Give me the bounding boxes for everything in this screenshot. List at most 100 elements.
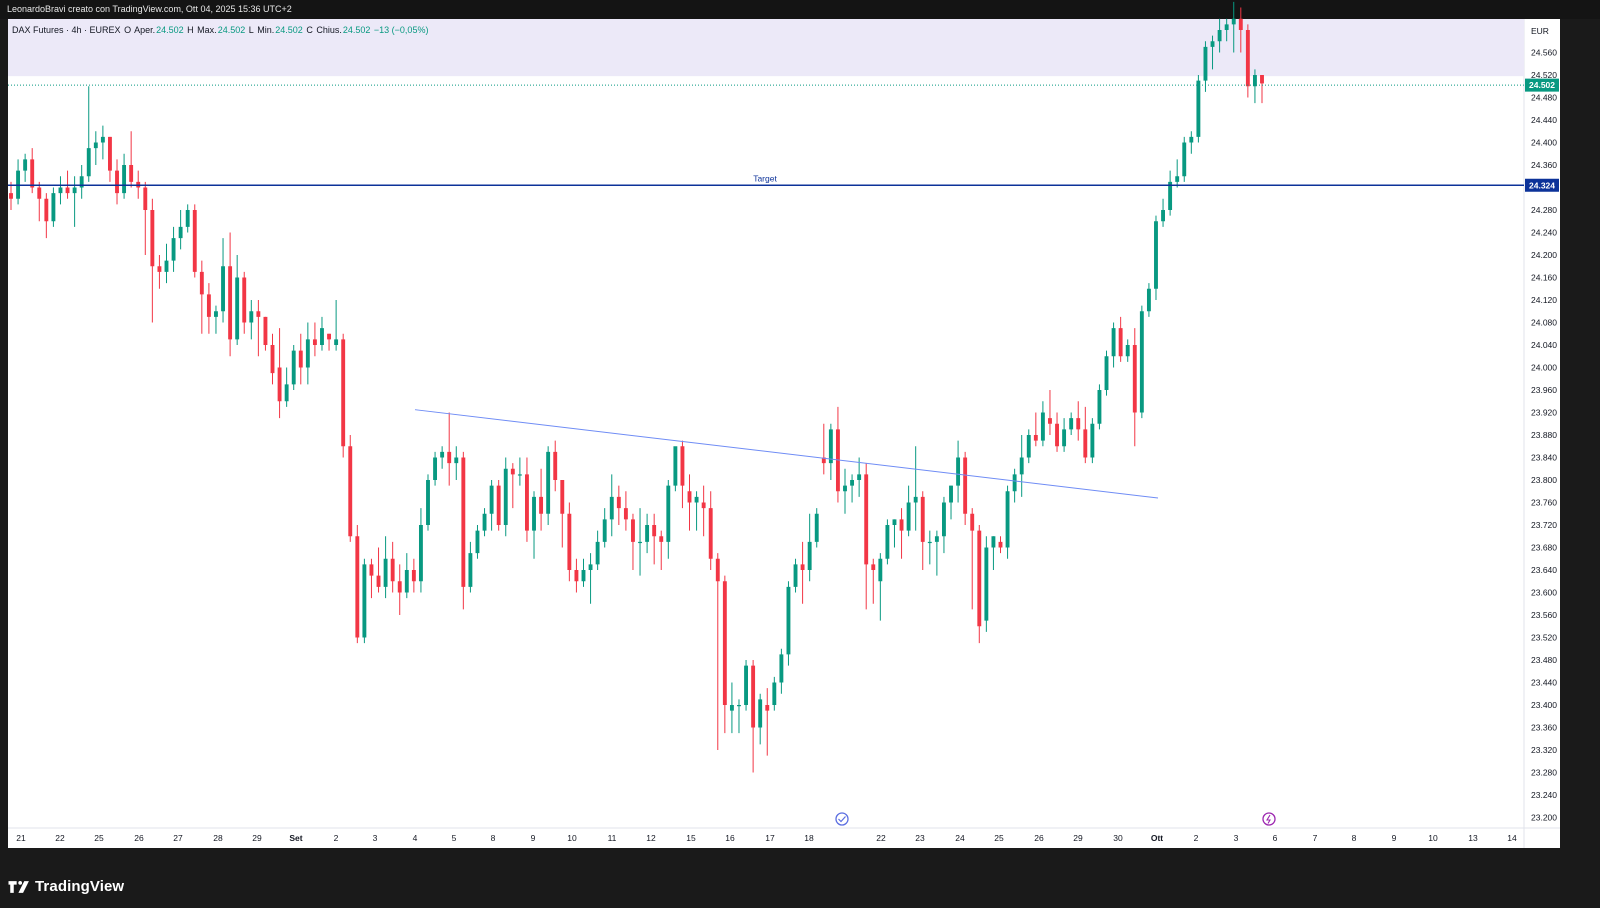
candle xyxy=(807,513,812,582)
candle-body xyxy=(1224,24,1229,30)
candle xyxy=(927,530,932,565)
candle-body xyxy=(998,541,1003,548)
candle xyxy=(934,530,939,576)
candle xyxy=(1161,198,1165,227)
candle xyxy=(1175,159,1180,188)
price-tick-label: 24.400 xyxy=(1531,138,1557,148)
candle-body xyxy=(984,547,989,621)
time-tick-label: 6 xyxy=(1273,833,1278,843)
candle-body xyxy=(574,570,579,582)
candle xyxy=(305,322,310,385)
legend-high-prefix: Max. xyxy=(197,25,217,35)
candle-body xyxy=(157,266,162,272)
candle xyxy=(1210,35,1215,70)
candle-body xyxy=(235,277,240,340)
candle-body xyxy=(496,485,501,525)
plot-area xyxy=(8,19,1524,828)
candle-body xyxy=(659,536,664,542)
candle-body xyxy=(1125,345,1130,357)
price-tick-label: 23.600 xyxy=(1531,588,1557,598)
candle-body xyxy=(362,564,367,638)
time-tick-label: 22 xyxy=(55,833,65,843)
candle-body xyxy=(214,311,218,317)
candle-body xyxy=(913,496,918,503)
candle-body xyxy=(821,457,826,464)
candle xyxy=(751,660,756,773)
price-tick-label: 23.920 xyxy=(1531,408,1557,418)
candle xyxy=(320,316,324,351)
candle xyxy=(1196,75,1201,143)
candle xyxy=(475,525,480,559)
candle-body xyxy=(348,446,353,537)
candle xyxy=(489,480,494,531)
candle-body xyxy=(532,496,536,531)
candle xyxy=(1111,322,1116,368)
candle xyxy=(1069,412,1074,435)
candle-body xyxy=(701,502,706,509)
candle-body xyxy=(560,480,565,514)
candle xyxy=(920,491,925,570)
time-tick-label: 15 xyxy=(686,833,696,843)
candle xyxy=(963,451,968,525)
tradingview-logo[interactable]: TradingView xyxy=(8,878,124,895)
candle-body xyxy=(298,350,303,368)
price-tick-label: 23.440 xyxy=(1531,678,1557,688)
candle-body xyxy=(956,457,961,486)
candle xyxy=(631,513,635,570)
candle xyxy=(673,446,678,492)
candle-body xyxy=(906,502,911,531)
candle xyxy=(235,255,240,345)
candle-body xyxy=(800,564,805,570)
candle xyxy=(100,125,105,160)
candle xyxy=(37,181,42,222)
candle-body xyxy=(1168,181,1173,210)
time-tick-label: 2 xyxy=(334,833,339,843)
candle-body xyxy=(1217,30,1222,42)
candle xyxy=(23,153,28,182)
candle-body xyxy=(525,474,529,531)
candle-body xyxy=(807,541,812,570)
candle xyxy=(581,558,586,587)
price-tick-label: 24.160 xyxy=(1531,273,1557,283)
candle xyxy=(206,283,211,334)
time-tick-label: 27 xyxy=(173,833,183,843)
candle xyxy=(991,536,996,570)
candle-body xyxy=(115,170,119,194)
candle-body xyxy=(751,665,756,728)
economic-event-icon xyxy=(835,812,849,826)
price-tick-label: 24.440 xyxy=(1531,115,1557,125)
candle xyxy=(9,181,13,210)
candle xyxy=(312,322,317,357)
candle-body xyxy=(404,570,409,593)
candle xyxy=(652,513,657,565)
candle xyxy=(1231,1,1236,53)
legend-close-value: 24.502 xyxy=(342,25,371,35)
candle-body xyxy=(1189,136,1194,143)
candle-body xyxy=(447,451,452,464)
time-tick-label: 22 xyxy=(876,833,886,843)
price-tick-label: 24.040 xyxy=(1531,340,1557,350)
candle xyxy=(383,536,388,599)
candle xyxy=(461,451,466,610)
time-tick-label: 18 xyxy=(804,833,814,843)
candle xyxy=(779,648,784,694)
target-price-tag xyxy=(1525,178,1559,192)
candle xyxy=(93,131,98,165)
candle xyxy=(616,485,621,525)
candle-body xyxy=(539,496,544,514)
candle-body xyxy=(256,311,261,317)
candle xyxy=(800,541,805,604)
candle xyxy=(503,457,508,537)
price-tick-label: 23.800 xyxy=(1531,475,1557,485)
candle-body xyxy=(970,513,975,531)
candle xyxy=(567,502,572,582)
candle xyxy=(553,440,558,492)
candle xyxy=(1062,418,1067,452)
candle xyxy=(1076,401,1081,441)
candle xyxy=(1083,406,1088,464)
candle-body xyxy=(645,525,650,542)
time-tick-label: 3 xyxy=(1234,833,1239,843)
candle xyxy=(185,204,190,233)
candle-body xyxy=(171,238,176,261)
